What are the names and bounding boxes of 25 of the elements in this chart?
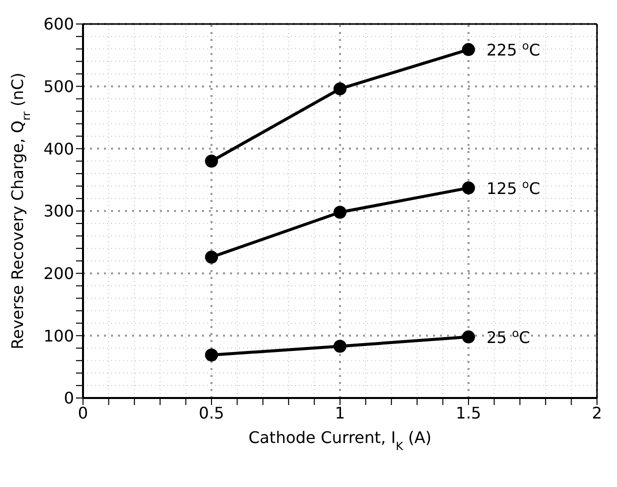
y-tick-label: 600 bbox=[43, 14, 74, 34]
x-tick-label: 1.5 bbox=[456, 403, 482, 422]
series-label: 25 $^{o}$C bbox=[486, 326, 530, 347]
point bbox=[205, 348, 218, 362]
point bbox=[205, 250, 218, 264]
point bbox=[462, 43, 475, 56]
y-tick-label: 0 bbox=[64, 388, 74, 408]
y-tick-label: 200 bbox=[43, 264, 74, 284]
point bbox=[205, 154, 218, 168]
y-tick-label: 400 bbox=[43, 139, 74, 158]
x-axis-title: Cathode Current, I$_{K}$ (A) bbox=[248, 428, 432, 452]
point bbox=[334, 340, 346, 353]
point bbox=[462, 181, 475, 194]
point bbox=[462, 330, 475, 344]
point bbox=[334, 82, 346, 96]
y-tick-label: 500 bbox=[43, 77, 74, 96]
series-label: 125 $^{o}$C bbox=[486, 177, 540, 198]
point bbox=[334, 206, 346, 219]
y-tick-label: 300 bbox=[43, 202, 74, 221]
y-tick-label: 100 bbox=[43, 326, 74, 346]
series-label: 225 $^{o}$C bbox=[486, 39, 540, 60]
x-tick-label: 2 bbox=[592, 403, 602, 422]
x-tick-label: 0.5 bbox=[198, 403, 224, 422]
x-tick-label: 1 bbox=[334, 403, 346, 422]
x-tick-label: 0 bbox=[78, 403, 88, 422]
